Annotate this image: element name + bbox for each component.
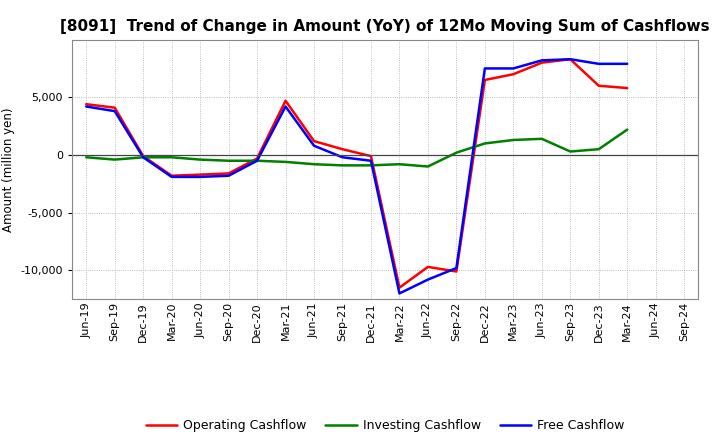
Free Cashflow <box>338 154 347 160</box>
Operating Cashflow <box>595 83 603 88</box>
Line: Operating Cashflow: Operating Cashflow <box>86 59 627 288</box>
Operating Cashflow <box>452 269 461 274</box>
Operating Cashflow <box>395 285 404 290</box>
Investing Cashflow <box>623 127 631 132</box>
Operating Cashflow <box>623 85 631 91</box>
Operating Cashflow <box>167 173 176 178</box>
Free Cashflow <box>366 158 375 163</box>
Free Cashflow <box>110 109 119 114</box>
Investing Cashflow <box>595 147 603 152</box>
Operating Cashflow <box>537 60 546 65</box>
Free Cashflow <box>282 104 290 109</box>
Free Cashflow <box>480 66 489 71</box>
Line: Free Cashflow: Free Cashflow <box>86 59 627 293</box>
Operating Cashflow <box>282 98 290 103</box>
Free Cashflow <box>225 173 233 178</box>
Free Cashflow <box>537 58 546 63</box>
Operating Cashflow <box>509 72 518 77</box>
Investing Cashflow <box>366 163 375 168</box>
Investing Cashflow <box>139 154 148 160</box>
Investing Cashflow <box>566 149 575 154</box>
Investing Cashflow <box>225 158 233 163</box>
Investing Cashflow <box>395 161 404 167</box>
Free Cashflow <box>167 174 176 180</box>
Operating Cashflow <box>139 154 148 159</box>
Operating Cashflow <box>310 139 318 144</box>
Line: Investing Cashflow: Investing Cashflow <box>86 130 627 166</box>
Operating Cashflow <box>196 172 204 177</box>
Operating Cashflow <box>423 264 432 270</box>
Investing Cashflow <box>480 141 489 146</box>
Free Cashflow <box>82 104 91 109</box>
Free Cashflow <box>509 66 518 71</box>
Investing Cashflow <box>253 158 261 163</box>
Operating Cashflow <box>225 171 233 176</box>
Investing Cashflow <box>282 159 290 165</box>
Free Cashflow <box>595 61 603 66</box>
Investing Cashflow <box>338 163 347 168</box>
Operating Cashflow <box>110 105 119 110</box>
Investing Cashflow <box>509 137 518 143</box>
Free Cashflow <box>310 143 318 148</box>
Free Cashflow <box>395 291 404 296</box>
Investing Cashflow <box>423 164 432 169</box>
Investing Cashflow <box>537 136 546 142</box>
Investing Cashflow <box>196 157 204 162</box>
Y-axis label: Amount (million yen): Amount (million yen) <box>2 107 15 231</box>
Operating Cashflow <box>253 156 261 161</box>
Free Cashflow <box>452 265 461 271</box>
Investing Cashflow <box>452 150 461 155</box>
Free Cashflow <box>423 277 432 282</box>
Free Cashflow <box>623 61 631 66</box>
Investing Cashflow <box>82 154 91 160</box>
Investing Cashflow <box>310 161 318 167</box>
Operating Cashflow <box>366 154 375 159</box>
Free Cashflow <box>139 154 148 160</box>
Operating Cashflow <box>82 102 91 107</box>
Legend: Operating Cashflow, Investing Cashflow, Free Cashflow: Operating Cashflow, Investing Cashflow, … <box>141 414 629 437</box>
Free Cashflow <box>253 158 261 163</box>
Title: [8091]  Trend of Change in Amount (YoY) of 12Mo Moving Sum of Cashflows: [8091] Trend of Change in Amount (YoY) o… <box>60 19 710 34</box>
Investing Cashflow <box>110 157 119 162</box>
Operating Cashflow <box>480 77 489 83</box>
Operating Cashflow <box>338 147 347 152</box>
Free Cashflow <box>566 57 575 62</box>
Operating Cashflow <box>566 57 575 62</box>
Investing Cashflow <box>167 154 176 160</box>
Free Cashflow <box>196 174 204 180</box>
